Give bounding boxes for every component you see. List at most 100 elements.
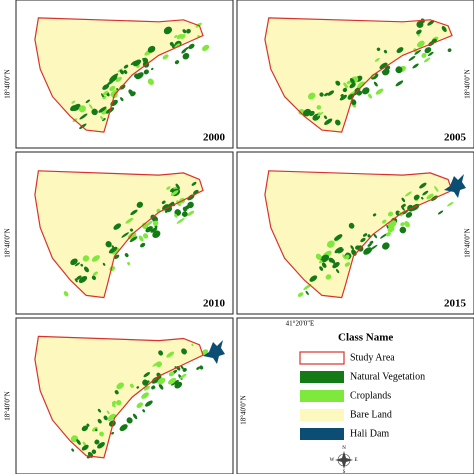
vegetation-patch [102,84,110,90]
vegetation-patch [147,45,156,53]
vegetation-patch [335,269,340,274]
bare-land [34,17,204,133]
vegetation-patch [376,47,381,52]
latitude-label: 18°40'0"N [240,395,248,424]
vegetation-patch [334,234,343,241]
vegetation-patch [78,275,88,283]
cropland-patch [447,201,454,207]
legend-swatch [300,371,344,383]
vegetation-patch [79,113,88,120]
vegetation-patch [124,253,129,258]
cropland-patch [357,81,366,89]
cropland-patch [297,292,304,297]
vegetation-patch [169,41,174,47]
vegetation-patch [187,201,194,209]
vegetation-patch [123,69,128,75]
cropland-patch [168,377,177,385]
cropland-patch [176,217,185,224]
cropland-patch [368,93,373,99]
vegetation-patch [102,118,106,121]
latitude-label: 18°40'0"N [4,391,12,420]
cropland-patch [109,85,116,92]
vegetation-patch [191,181,197,186]
cropland-patch [136,402,144,408]
vegetation-patch [182,206,188,212]
vegetation-patch [145,400,153,407]
cropland-patch [385,231,391,237]
vegetation-patch [181,46,190,53]
hali-dam [203,340,225,364]
vegetation-patch [105,241,112,248]
vegetation-patch [382,68,390,76]
vegetation-patch [303,108,312,117]
cropland-patch [201,349,209,356]
compass-letter: S [343,470,346,474]
bare-land [264,170,452,298]
vegetation-patch [402,210,409,215]
vegetation-patch [422,190,429,196]
vegetation-patch [175,183,180,190]
cropland-patch [125,217,134,224]
bare-land [34,170,204,298]
vegetation-patch [126,417,133,424]
vegetation-patch [152,230,161,238]
vegetation-patch [416,29,422,35]
vegetation-patch [305,290,309,295]
cropland-patch [99,431,104,437]
cropland-patch [173,186,177,190]
cropland-patch [317,111,324,117]
cropland-patch [423,57,431,63]
cropland-patch [316,105,322,110]
vegetation-patch [119,424,128,432]
vegetation-patch [367,243,372,247]
vegetation-patch [98,106,107,113]
vegetation-patch [136,386,140,389]
cropland-patch [434,186,439,192]
cropland-patch [191,343,194,347]
cropland-patch [187,210,195,216]
cropland-patch [111,400,117,405]
compass-ring [337,453,351,467]
vegetation-patch [79,123,87,130]
vegetation-patch [447,48,452,52]
vegetation-patch [72,103,81,111]
vegetation-patch [186,28,191,34]
vegetation-patch [342,87,348,93]
vegetation-patch [81,444,89,451]
vegetation-patch [196,366,200,370]
legend-label: Bare Land [350,409,392,420]
cropland-patch [174,35,178,38]
vegetation-patch [437,210,444,215]
vegetation-patch [174,381,183,389]
longitude-label: 41°20'0"E [286,320,315,328]
study-area-outline [264,17,453,133]
vegetation-patch [91,449,97,454]
vegetation-patch [427,51,434,57]
bare-land [264,17,452,133]
vegetation-patch [151,67,154,71]
vegetation-patch [199,365,204,370]
vegetation-patch [396,47,404,54]
cropland-patch [143,385,150,391]
vegetation-patch [320,254,330,263]
vegetation-patch [132,413,138,420]
vegetation-patch [151,385,156,390]
legend-swatch [300,428,344,440]
panel-frame [15,317,234,474]
latitude-label: 18°40'0"N [4,228,12,257]
cropland-patch [82,441,86,446]
cropland-patch [344,85,349,89]
vegetation-patch [321,262,327,268]
vegetation-patch [162,204,170,211]
cropland-patch [141,392,149,399]
vegetation-patch [91,108,98,116]
vegetation-patch [182,29,187,34]
study-area-outline [34,17,204,133]
legend-swatch [299,351,345,365]
vegetation-patch [85,99,90,104]
cropland-patch [303,284,312,291]
cropland-patch [176,200,181,207]
cropland-patch [426,193,434,200]
study-area-map [264,17,453,133]
vegetation-patch [401,203,406,208]
